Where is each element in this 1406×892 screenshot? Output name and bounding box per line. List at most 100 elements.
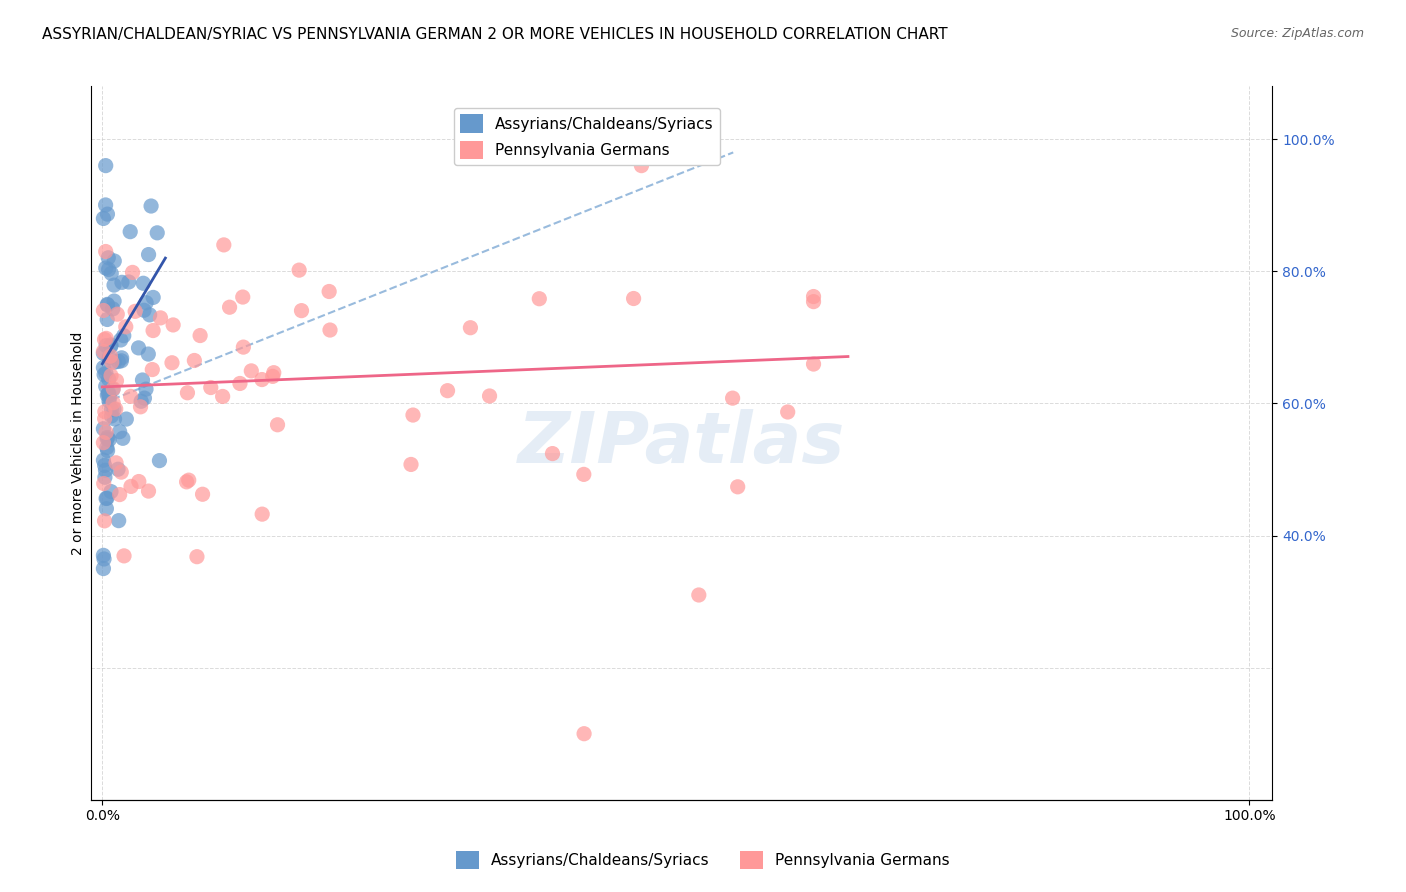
Point: [436, 384, 458, 398]
Point: [110, 353, 132, 368]
Point: [97, 372, 120, 386]
Point: [290, 303, 312, 318]
Point: [93, 368, 115, 382]
Point: [623, 292, 645, 306]
Point: [93, 211, 115, 226]
Point: [103, 402, 125, 417]
Point: [100, 338, 122, 352]
Point: [188, 328, 211, 343]
Point: [110, 465, 132, 479]
Point: [148, 453, 170, 467]
Point: [107, 354, 129, 368]
Point: [94, 159, 117, 173]
Point: [318, 285, 340, 299]
Point: [94, 244, 117, 259]
Point: [96, 430, 118, 444]
Point: [93, 453, 115, 467]
Point: [212, 238, 235, 252]
Point: [572, 727, 595, 741]
Point: [803, 294, 825, 309]
Point: [103, 293, 125, 308]
Point: [97, 251, 120, 265]
Point: [96, 298, 118, 312]
Point: [240, 364, 263, 378]
Point: [100, 339, 122, 353]
Point: [94, 463, 117, 477]
Point: [94, 338, 117, 352]
Point: [96, 331, 118, 345]
Point: [100, 368, 122, 383]
Point: [162, 318, 184, 332]
Point: [107, 514, 129, 528]
Point: [107, 462, 129, 476]
Point: [94, 491, 117, 506]
Point: [177, 473, 200, 487]
Point: [262, 369, 284, 384]
Point: [121, 265, 143, 279]
Point: [93, 346, 115, 360]
Text: Source: ZipAtlas.com: Source: ZipAtlas.com: [1230, 27, 1364, 40]
Point: [94, 198, 117, 212]
Point: [112, 328, 135, 343]
Point: [630, 159, 652, 173]
Point: [727, 480, 749, 494]
Point: [100, 266, 122, 280]
Point: [529, 292, 551, 306]
Point: [103, 278, 125, 293]
Point: [232, 290, 254, 304]
Point: [96, 312, 118, 326]
Point: [101, 383, 124, 397]
Point: [111, 276, 134, 290]
Point: [93, 344, 115, 359]
Point: [118, 275, 141, 289]
Point: [96, 207, 118, 221]
Point: [124, 304, 146, 318]
Point: [541, 446, 564, 460]
Point: [93, 360, 115, 375]
Text: ASSYRIAN/CHALDEAN/SYRIAC VS PENNSYLVANIA GERMAN 2 OR MORE VEHICLES IN HOUSEHOLD : ASSYRIAN/CHALDEAN/SYRIAC VS PENNSYLVANIA…: [42, 27, 948, 42]
Point: [100, 409, 122, 423]
Point: [139, 199, 162, 213]
Point: [94, 366, 117, 380]
Point: [688, 588, 710, 602]
Point: [98, 351, 121, 365]
Point: [460, 320, 482, 334]
Point: [93, 514, 115, 528]
Point: [402, 408, 425, 422]
Point: [93, 333, 115, 347]
Point: [120, 225, 142, 239]
Point: [176, 385, 198, 400]
Point: [108, 425, 131, 439]
Point: [97, 443, 120, 458]
Point: [96, 441, 118, 455]
Point: [96, 501, 118, 516]
Point: [266, 417, 288, 432]
Point: [98, 433, 121, 447]
Point: [93, 476, 115, 491]
Point: [146, 226, 169, 240]
Point: [103, 382, 125, 396]
Point: [191, 487, 214, 501]
Point: [96, 491, 118, 506]
Point: [100, 484, 122, 499]
Text: ZIPatlas: ZIPatlas: [517, 409, 845, 477]
Point: [111, 351, 134, 365]
Point: [128, 475, 150, 489]
Point: [478, 389, 501, 403]
Point: [96, 388, 118, 402]
Point: [138, 247, 160, 261]
Point: [93, 458, 115, 473]
Point: [129, 400, 152, 414]
Text: R =  0.211   N = 81: R = 0.211 N = 81: [481, 119, 644, 136]
Point: [136, 347, 159, 361]
Point: [94, 260, 117, 275]
Point: [105, 456, 128, 470]
Point: [96, 297, 118, 311]
Point: [93, 435, 115, 450]
Point: [100, 355, 122, 369]
Point: [98, 391, 121, 405]
Point: [104, 402, 127, 417]
Point: [149, 310, 172, 325]
Point: [94, 405, 117, 419]
Point: [94, 379, 117, 393]
